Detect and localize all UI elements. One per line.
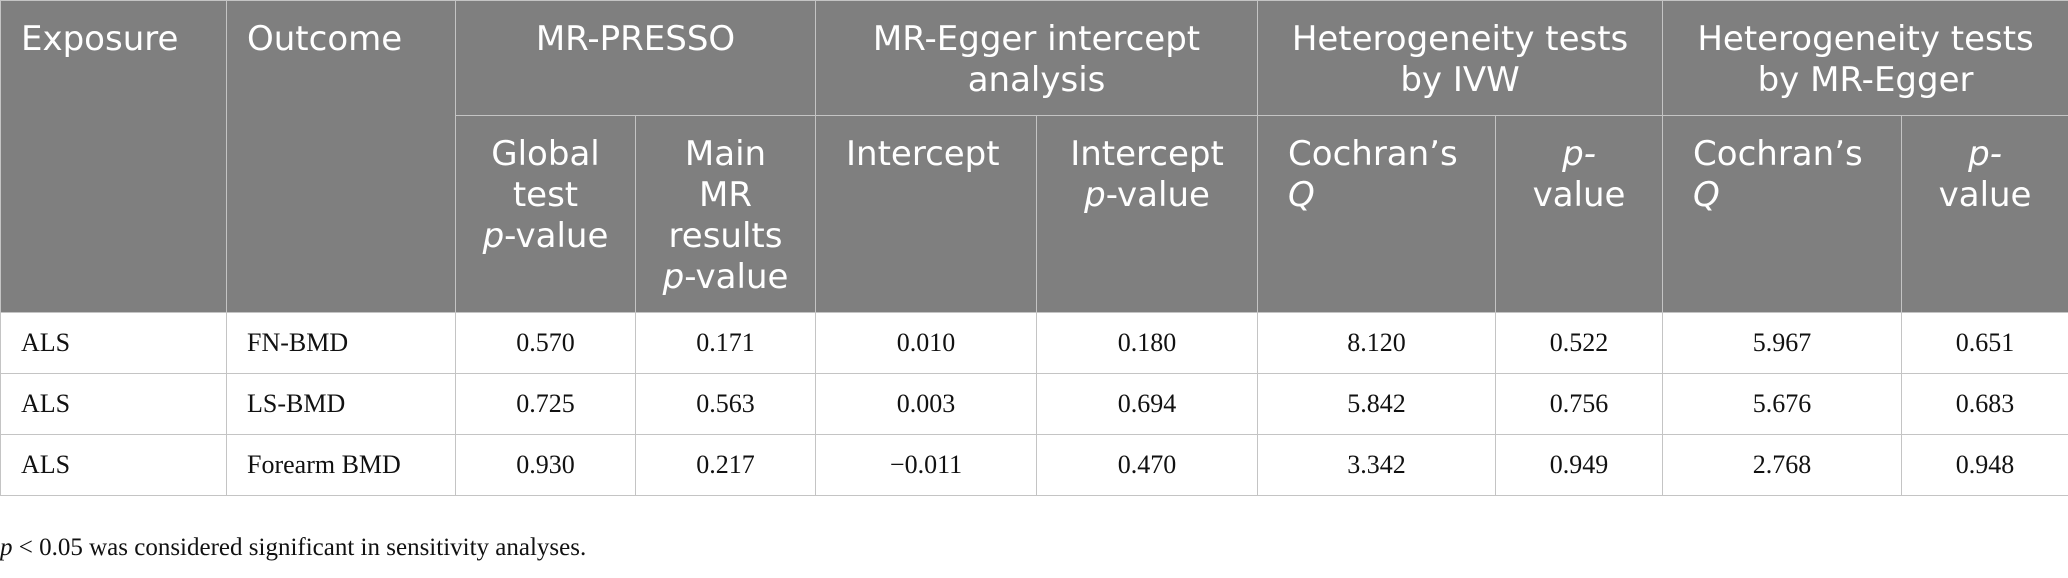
header-intercept-p-line1: Intercept xyxy=(1070,134,1224,174)
header-outcome-label: Outcome xyxy=(247,19,403,59)
header-intercept-p: Intercept p-value xyxy=(1036,115,1259,313)
cell-ivw-p: 0.756 xyxy=(1495,373,1664,435)
sensitivity-analysis-table: Exposure Outcome MR-PRESSO MR-Egger inte… xyxy=(0,0,2068,496)
header-main-p-italic: p xyxy=(662,257,685,297)
cell-intercept: 0.010 xyxy=(815,312,1038,374)
header-ivw-p-hyphen: p- xyxy=(1562,134,1596,174)
cell-egger-p: 0.948 xyxy=(1901,434,2068,496)
header-egger-p-value: p- value xyxy=(1901,115,2068,313)
cell-global-p: 0.725 xyxy=(455,373,636,435)
results-table-container: Exposure Outcome MR-PRESSO MR-Egger inte… xyxy=(0,0,2068,496)
cell-main-p: 0.217 xyxy=(634,434,817,496)
cell-exposure: ALS xyxy=(0,434,227,496)
header-global-line2: test xyxy=(512,175,579,215)
cell-global-p: 0.570 xyxy=(455,312,636,374)
header-row-2: Global test p-value Main MR results p-va… xyxy=(1,115,2068,313)
cell-outcome: LS-BMD xyxy=(226,373,456,435)
table-row: ALS Forearm BMD 0.930 0.217 −0.011 0.470… xyxy=(0,434,2068,496)
cell-outcome: FN-BMD xyxy=(226,312,456,374)
header-global-line1: Global xyxy=(491,134,600,174)
footnote-p-italic: p xyxy=(0,534,13,561)
cell-egger-q: 5.676 xyxy=(1662,373,1903,435)
header-egger-cochrans-q-letter: Q xyxy=(1693,175,1720,215)
header-ivw-cochrans-q: Cochran’s Q xyxy=(1257,115,1497,313)
cell-ivw-q: 8.120 xyxy=(1257,312,1497,374)
cell-intercept: −0.011 xyxy=(815,434,1038,496)
header-outcome: Outcome xyxy=(226,0,456,313)
table-row: ALS FN-BMD 0.570 0.171 0.010 0.180 8.120… xyxy=(0,312,2068,374)
header-intercept-p-italic: p xyxy=(1084,175,1106,215)
header-het-egger-line2: by MR-Egger xyxy=(1757,60,1974,100)
header-global-test-p: Global test p-value xyxy=(455,115,636,313)
header-global-p-italic: p xyxy=(482,216,505,256)
cell-intercept-p: 0.694 xyxy=(1036,373,1259,435)
header-ivw-cochrans-line1: Cochran’s xyxy=(1288,134,1458,174)
header-het-ivw-line2: by IVW xyxy=(1400,60,1520,100)
header-row-1: Exposure Outcome MR-PRESSO MR-Egger inte… xyxy=(0,0,2068,313)
header-exposure-label: Exposure xyxy=(21,19,179,59)
header-intercept-label: Intercept xyxy=(846,134,1000,174)
header-heterogeneity-egger: Heterogeneity tests by MR-Egger xyxy=(1662,0,2068,116)
cell-ivw-q: 5.842 xyxy=(1257,373,1497,435)
cell-egger-p: 0.651 xyxy=(1901,312,2068,374)
cell-main-p: 0.563 xyxy=(634,373,817,435)
cell-intercept-p: 0.470 xyxy=(1036,434,1259,496)
cell-exposure: ALS xyxy=(0,373,227,435)
table-footnote: p < 0.05 was considered significant in s… xyxy=(0,534,586,562)
header-ivw-value-word: value xyxy=(1532,175,1626,215)
header-main-line1: Main xyxy=(684,134,767,174)
header-het-ivw-line1: Heterogeneity tests xyxy=(1291,19,1629,59)
header-exposure: Exposure xyxy=(0,0,227,313)
cell-global-p: 0.930 xyxy=(455,434,636,496)
cell-exposure: ALS xyxy=(0,312,227,374)
header-intercept-value-suffix: -value xyxy=(1105,175,1210,215)
header-egger-cochrans-q: Cochran’s Q xyxy=(1662,115,1903,313)
header-het-egger-line1: Heterogeneity tests xyxy=(1697,19,2034,59)
cell-main-p: 0.171 xyxy=(634,312,817,374)
cell-intercept-p: 0.180 xyxy=(1036,312,1259,374)
cell-intercept: 0.003 xyxy=(815,373,1038,435)
cell-outcome: Forearm BMD xyxy=(226,434,456,496)
header-ivw-cochrans-q-letter: Q xyxy=(1288,175,1315,215)
header-main-mr-p: Main MR results p-value xyxy=(634,115,817,313)
header-egger-p-hyphen: p- xyxy=(1968,134,2002,174)
cell-ivw-q: 3.342 xyxy=(1257,434,1497,496)
cell-ivw-p: 0.949 xyxy=(1495,434,1664,496)
header-mr-egger-intercept: MR-Egger intercept analysis xyxy=(815,0,1259,116)
cell-egger-q: 2.768 xyxy=(1662,434,1903,496)
cell-egger-q: 5.967 xyxy=(1662,312,1903,374)
header-mr-presso: MR-PRESSO xyxy=(454,0,817,116)
header-mr-presso-label: MR-PRESSO xyxy=(535,19,736,59)
table-header: Exposure Outcome MR-PRESSO MR-Egger inte… xyxy=(0,0,2068,313)
table-body: ALS FN-BMD 0.570 0.171 0.010 0.180 8.120… xyxy=(0,312,2068,496)
header-heterogeneity-ivw: Heterogeneity tests by IVW xyxy=(1257,0,1664,116)
header-egger-cochrans-line1: Cochran’s xyxy=(1693,134,1863,174)
footnote-text: < 0.05 was considered significant in sen… xyxy=(12,534,587,561)
header-main-value-suffix: -value xyxy=(684,257,789,297)
header-main-line2: MR xyxy=(699,175,752,215)
header-intercept: Intercept xyxy=(815,115,1038,313)
header-main-line3: results xyxy=(668,216,783,256)
header-global-value-suffix: -value xyxy=(504,216,609,256)
header-egger-value-word: value xyxy=(1938,175,2032,215)
cell-egger-p: 0.683 xyxy=(1901,373,2068,435)
table-row: ALS LS-BMD 0.725 0.563 0.003 0.694 5.842… xyxy=(0,373,2068,435)
header-mr-egger-intercept-label: MR-Egger intercept analysis xyxy=(872,19,1201,100)
cell-ivw-p: 0.522 xyxy=(1495,312,1664,374)
header-ivw-p-value: p- value xyxy=(1495,115,1664,313)
